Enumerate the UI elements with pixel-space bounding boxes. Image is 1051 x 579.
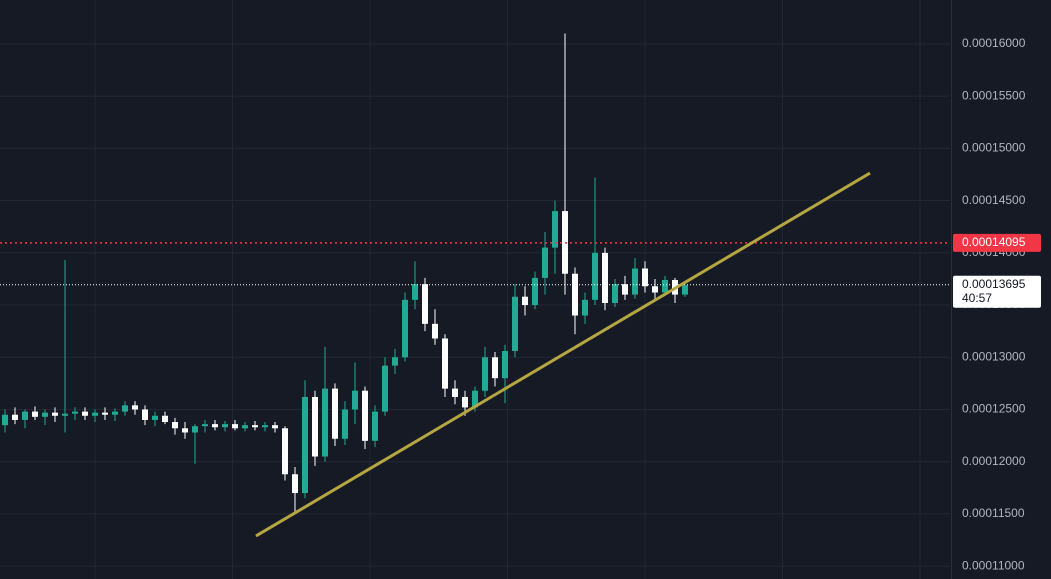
candle-body <box>662 279 668 293</box>
y-tick-label: 0.00013000 <box>962 349 1026 363</box>
candle-body <box>252 425 258 428</box>
candle-body <box>592 252 598 300</box>
candle-body <box>32 411 38 417</box>
trend-line <box>255 171 871 538</box>
candle-body <box>352 390 358 410</box>
alert-label-box <box>953 233 1041 252</box>
candle-body <box>52 412 58 416</box>
candle-body <box>582 299 588 316</box>
candle-body <box>342 409 348 439</box>
countdown-label: 40:57 <box>962 291 992 305</box>
y-tick-label: 0.00016000 <box>962 36 1026 50</box>
y-tick-label: 0.00011000 <box>962 558 1025 572</box>
candle-body <box>12 414 18 420</box>
candle-body <box>612 284 618 303</box>
candle-body <box>442 338 448 389</box>
candle-body <box>402 299 408 358</box>
candle-body <box>502 351 508 379</box>
candle-body <box>262 425 268 428</box>
candle-body <box>372 411 378 441</box>
y-tick-label: 0.00015500 <box>962 88 1026 102</box>
candle-body <box>512 296 518 352</box>
candle-body <box>482 357 488 391</box>
candle-body <box>272 425 278 429</box>
candle-body <box>452 388 458 397</box>
candle-body <box>232 424 238 429</box>
candle-body <box>682 285 688 295</box>
candle-body <box>212 424 218 428</box>
candle-body <box>192 426 198 433</box>
candle-body <box>382 365 388 412</box>
price-label: 0.00013695 <box>962 277 1026 291</box>
candle-body <box>282 428 288 475</box>
candle-body <box>622 284 628 295</box>
y-tick-label: 0.00015000 <box>962 141 1026 155</box>
candle-body <box>652 286 658 293</box>
candle-body <box>152 415 158 420</box>
candle-body <box>602 252 608 303</box>
candle-body <box>522 296 528 306</box>
candle-body <box>362 390 368 441</box>
candle-body <box>392 357 398 366</box>
candle-body <box>312 396 318 457</box>
candle-body <box>572 273 578 316</box>
candle-body <box>422 284 428 324</box>
candle-body <box>332 388 338 439</box>
candle-body <box>142 409 148 420</box>
candle-body <box>302 396 308 494</box>
y-tick-label: 0.00012500 <box>962 402 1026 416</box>
candle-body <box>82 411 88 416</box>
candle-body <box>132 405 138 410</box>
candle-body <box>222 424 228 428</box>
price-label-box <box>953 275 1041 308</box>
candle-body <box>42 412 48 417</box>
candle-body <box>122 405 128 412</box>
y-tick-label: 0.00011500 <box>962 506 1025 520</box>
candle-body <box>242 425 248 429</box>
candle-body <box>292 474 298 494</box>
candle-body <box>642 268 648 287</box>
y-tick-label: 0.00014500 <box>962 193 1026 207</box>
candle-body <box>62 413 68 416</box>
candle-body <box>542 247 548 278</box>
candle-body <box>112 411 118 415</box>
candle-body <box>2 414 8 426</box>
candle-body <box>462 396 468 408</box>
candle-body <box>202 424 208 427</box>
candle-body <box>552 211 558 248</box>
candle-body <box>632 268 638 295</box>
candle-body <box>412 284 418 300</box>
candle-body <box>22 411 28 420</box>
candle-body <box>492 357 498 379</box>
candle-body <box>432 323 438 339</box>
candle-body <box>92 412 98 416</box>
candle-body <box>472 390 478 408</box>
candle-body <box>322 388 328 457</box>
candle-body <box>162 415 168 423</box>
candle-body <box>182 428 188 433</box>
y-tick-label: 0.00012000 <box>962 454 1026 468</box>
candle-body <box>172 422 178 429</box>
candle-body <box>102 412 108 415</box>
candle-body <box>532 277 538 306</box>
alert-label: 0.00014095 <box>962 235 1026 249</box>
candle-body <box>72 411 78 414</box>
